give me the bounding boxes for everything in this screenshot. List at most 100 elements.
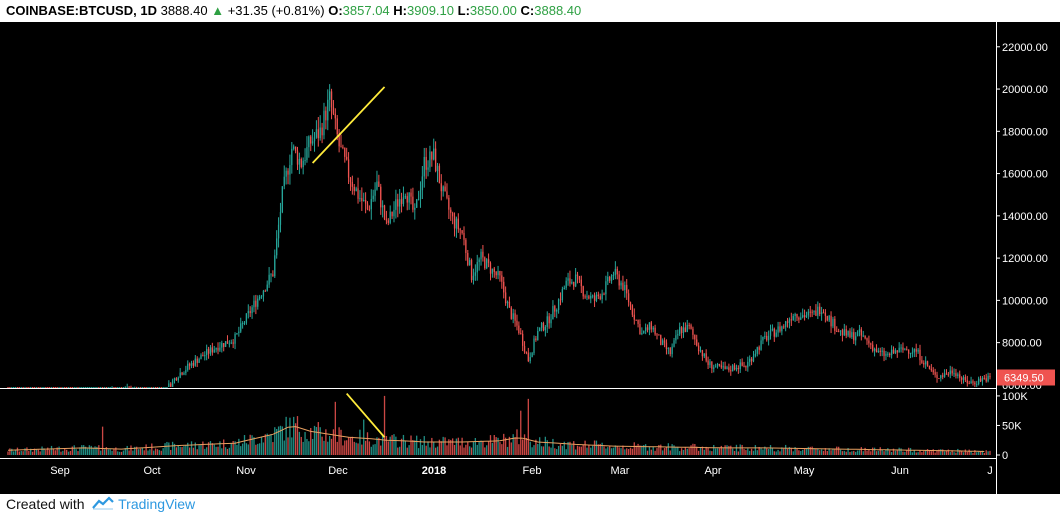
candle-body: [355, 188, 357, 192]
candle-body: [546, 316, 548, 327]
candle-body: [911, 352, 914, 354]
volume-bar: [319, 427, 321, 455]
volume-bar: [925, 450, 927, 455]
volume-bar: [972, 453, 974, 455]
volume-bar: [889, 450, 891, 455]
volume-bar: [128, 450, 130, 455]
volume-bar: [718, 448, 721, 455]
candle-body: [310, 136, 312, 144]
volume-bar: [230, 443, 232, 455]
volume-bar: [164, 443, 166, 455]
volume-bar: [77, 451, 79, 455]
candle-body: [361, 198, 363, 202]
volume-bar: [408, 445, 410, 455]
volume-bar: [970, 451, 972, 455]
volume-bar: [586, 447, 588, 455]
volume-bar: [453, 444, 456, 455]
candle-body: [938, 378, 940, 380]
candle-body: [767, 335, 770, 341]
candle-body: [39, 387, 41, 388]
candle-body: [83, 387, 85, 388]
volume-bar: [673, 445, 675, 455]
candle-body: [291, 148, 293, 166]
volume-bar: [285, 416, 287, 455]
volume-bar: [544, 436, 547, 455]
tradingview-brand[interactable]: TradingView: [118, 496, 196, 512]
volume-bar: [357, 443, 359, 455]
candle-body: [839, 330, 842, 332]
volume-bar: [450, 439, 452, 455]
candle-body: [773, 328, 775, 337]
volume-bar: [389, 436, 391, 455]
volume-bar: [226, 448, 229, 455]
tradingview-logo-icon: [92, 495, 115, 515]
candle-body: [438, 165, 441, 184]
candle-body: [482, 251, 484, 258]
candle-body: [826, 315, 828, 321]
candle-body: [646, 327, 649, 330]
price-pane[interactable]: [7, 84, 991, 388]
price-tick-label: 10000.00: [1002, 295, 1048, 307]
candle-body: [688, 324, 690, 326]
candle-body: [107, 387, 109, 388]
volume-bar: [813, 448, 815, 455]
volume-bar: [94, 446, 96, 455]
candle-body: [837, 331, 840, 333]
candle-body: [13, 387, 15, 388]
volume-bar: [790, 447, 792, 455]
candle-body: [45, 387, 47, 388]
candle-body: [147, 387, 149, 388]
volume-bar: [294, 423, 297, 455]
candle-body: [188, 363, 191, 366]
candle-body: [556, 310, 558, 312]
candle-body: [679, 327, 681, 335]
candle-body: [959, 374, 961, 378]
candle-body: [346, 156, 348, 160]
candle-body: [84, 387, 87, 388]
volume-bar: [175, 447, 178, 455]
volume-bar: [565, 449, 567, 455]
volume-bar: [122, 450, 125, 455]
volume-bar: [300, 436, 302, 455]
volume-bar: [552, 438, 554, 455]
trendline-volume[interactable]: [346, 392, 386, 438]
volume-pane[interactable]: [7, 395, 991, 455]
volume-bar: [557, 445, 560, 455]
price-chart[interactable]: 22000.00 20000.00 18000.00 16000.00 14000.00…: [0, 22, 1060, 494]
volume-bar: [745, 450, 747, 455]
candle-body: [593, 295, 596, 301]
volume-bar: [391, 435, 393, 455]
candle-body: [132, 387, 134, 388]
volume-bar: [54, 450, 56, 455]
volume-bar: [709, 450, 711, 455]
volume-bar: [896, 450, 898, 455]
candle-body: [11, 387, 13, 388]
candle-body: [224, 341, 227, 347]
candle-body: [699, 350, 702, 352]
volume-bar: [311, 438, 314, 455]
trendline-price[interactable]: [311, 86, 386, 164]
candle-body: [601, 293, 603, 300]
trendline-layer[interactable]: [311, 86, 386, 438]
volume-bar: [52, 449, 55, 455]
candle-body: [894, 350, 897, 354]
volume-bar: [260, 437, 263, 455]
volume-bar: [760, 448, 762, 455]
candle-body: [769, 330, 772, 336]
candle-body: [223, 343, 225, 347]
candle-body: [330, 91, 333, 108]
volume-bar: [913, 449, 915, 455]
candle-body: [868, 340, 870, 344]
volume-bar: [328, 435, 331, 455]
candle-body: [124, 387, 126, 388]
volume-bar: [733, 450, 736, 455]
candle-body: [311, 141, 314, 144]
volume-bar: [141, 447, 144, 455]
volume-bar: [940, 449, 942, 455]
candle-body: [71, 387, 73, 388]
volume-bar: [33, 448, 36, 455]
candle-body: [983, 377, 985, 379]
candle-body: [641, 333, 643, 335]
volume-bar: [711, 451, 713, 455]
time-tick-label: Nov: [236, 465, 256, 477]
